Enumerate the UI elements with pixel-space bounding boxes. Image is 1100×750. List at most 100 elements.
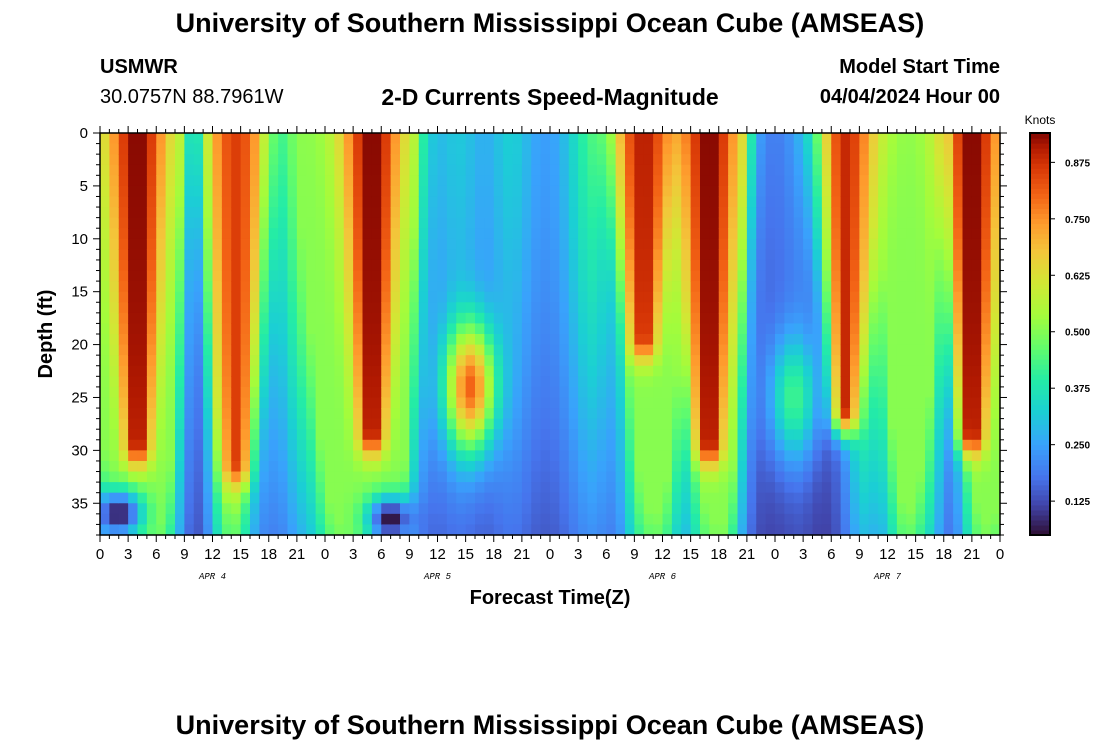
heatmap-cell [756,270,767,282]
heatmap-cell [100,217,110,229]
heatmap-cell [643,143,654,155]
x-tick-label: 18 [485,546,502,563]
heatmap-cell [493,185,504,198]
heatmap-cell [803,355,814,367]
heatmap-cell [259,249,270,261]
heatmap-cell [400,429,410,441]
heatmap-cell [793,270,804,282]
heatmap-cell [100,185,110,198]
heatmap-cell [925,365,935,377]
heatmap-cell [400,175,410,187]
heatmap-cell [784,196,795,208]
heatmap-cell [278,334,289,346]
heatmap-cell [353,439,364,451]
heatmap-cell [137,397,148,409]
heatmap-cell [925,164,935,176]
heatmap-cell [315,270,326,282]
heatmap-cell [840,291,851,303]
heatmap-cell [709,175,720,187]
heatmap-cell [625,418,635,430]
heatmap-cell [296,143,307,155]
heatmap-cell [296,196,307,208]
heatmap-cell [268,460,279,473]
heatmap-cell [156,164,167,176]
heatmap-cell [240,249,251,261]
heatmap-cell [531,291,542,303]
heatmap-cell [587,207,598,219]
heatmap-cell [203,143,214,155]
heatmap-cell [709,143,720,155]
heatmap-cell [315,238,326,250]
heatmap-cell [709,312,720,325]
heatmap-cell [465,450,476,462]
heatmap-cell [381,408,392,420]
heatmap-cell [503,460,514,473]
heatmap-cell [962,185,973,198]
heatmap-cell [503,386,514,399]
heatmap-cell [137,143,148,155]
heatmap-cell [287,143,298,155]
heatmap-cell [250,344,260,356]
heatmap-cell [906,524,917,536]
heatmap-cell [934,460,945,473]
heatmap-cell [653,217,664,229]
heatmap-cell [268,418,279,430]
heatmap-cell [934,376,945,388]
heatmap-cell [606,196,617,208]
heatmap-cell [409,429,420,441]
heatmap-cell [353,418,364,430]
heatmap-cell [568,429,579,441]
heatmap-cell [315,397,326,409]
heatmap-cell [887,513,898,526]
heatmap-cell [409,154,420,166]
heatmap-cell [756,291,767,303]
heatmap-cell [868,291,879,303]
heatmap-cell [765,143,776,155]
heatmap-cell [418,334,429,346]
heatmap-cell [146,334,157,346]
heatmap-cell [643,196,654,208]
heatmap-cell [259,323,270,335]
heatmap-cell [718,376,729,388]
heatmap-cell [353,482,364,494]
heatmap-cell [250,259,260,272]
heatmap-cell [915,312,926,325]
heatmap-cell [250,238,260,250]
colorbar-segment [1030,328,1050,335]
heatmap-cell [981,418,992,430]
heatmap-cell [690,185,701,198]
heatmap-cell [859,397,870,409]
heatmap-cell [718,344,729,356]
heatmap-cell [250,524,260,536]
heatmap-cell [409,355,420,367]
heatmap-cell [287,418,298,430]
heatmap-cell [109,238,120,250]
heatmap-cell [353,503,364,515]
heatmap-cell [925,450,935,462]
heatmap-cell [109,334,120,346]
heatmap-cell [934,524,945,536]
heatmap-cell [746,302,757,314]
heatmap-cell [418,344,429,356]
heatmap-cell [381,302,392,314]
heatmap-cell [409,238,420,250]
heatmap-cell [456,302,467,314]
heatmap-cell [118,513,129,526]
heatmap-cell [146,386,157,399]
heatmap-cell [521,397,532,409]
heatmap-cell [165,482,176,494]
heatmap-cell [109,450,120,462]
heatmap-cell [559,460,570,473]
heatmap-cell [812,217,823,229]
heatmap-cell [156,291,167,303]
heatmap-cell [540,143,551,155]
heatmap-cell [653,302,664,314]
heatmap-cell [400,302,410,314]
heatmap-cell [212,207,223,219]
heatmap-cell [484,143,495,155]
heatmap-cell [409,482,420,494]
heatmap-cell [512,312,523,325]
heatmap-cell [325,175,335,187]
heatmap-cell [118,408,129,420]
heatmap-cell [925,471,935,483]
